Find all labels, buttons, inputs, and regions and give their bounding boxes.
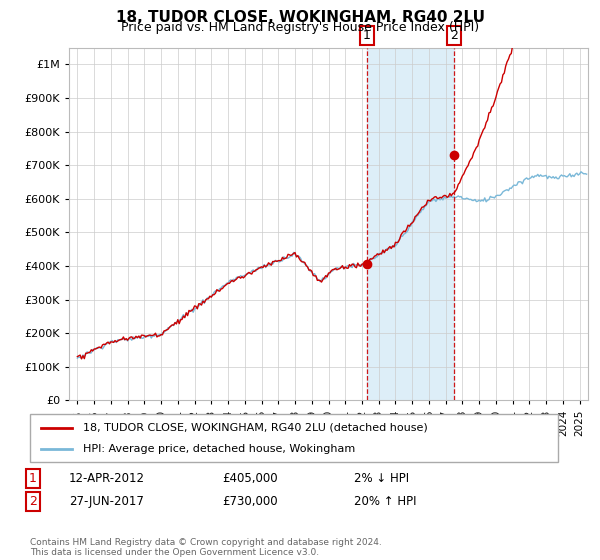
Text: Contains HM Land Registry data © Crown copyright and database right 2024.
This d: Contains HM Land Registry data © Crown c… <box>30 538 382 557</box>
Text: 18, TUDOR CLOSE, WOKINGHAM, RG40 2LU (detached house): 18, TUDOR CLOSE, WOKINGHAM, RG40 2LU (de… <box>83 423 428 433</box>
Text: £730,000: £730,000 <box>222 494 278 508</box>
Text: Price paid vs. HM Land Registry's House Price Index (HPI): Price paid vs. HM Land Registry's House … <box>121 21 479 34</box>
Bar <box>367 48 454 400</box>
Text: 20% ↑ HPI: 20% ↑ HPI <box>354 494 416 508</box>
Text: 2: 2 <box>450 29 458 42</box>
Text: HPI: Average price, detached house, Wokingham: HPI: Average price, detached house, Woki… <box>83 444 355 454</box>
Text: 12-APR-2012: 12-APR-2012 <box>69 472 145 486</box>
Text: £405,000: £405,000 <box>222 472 278 486</box>
Text: 2% ↓ HPI: 2% ↓ HPI <box>354 472 409 486</box>
Text: 18, TUDOR CLOSE, WOKINGHAM, RG40 2LU: 18, TUDOR CLOSE, WOKINGHAM, RG40 2LU <box>115 10 485 25</box>
FancyBboxPatch shape <box>30 414 558 462</box>
Text: 2: 2 <box>29 494 37 508</box>
Text: 1: 1 <box>29 472 37 486</box>
Text: 1: 1 <box>363 29 371 42</box>
Text: 27-JUN-2017: 27-JUN-2017 <box>69 494 144 508</box>
